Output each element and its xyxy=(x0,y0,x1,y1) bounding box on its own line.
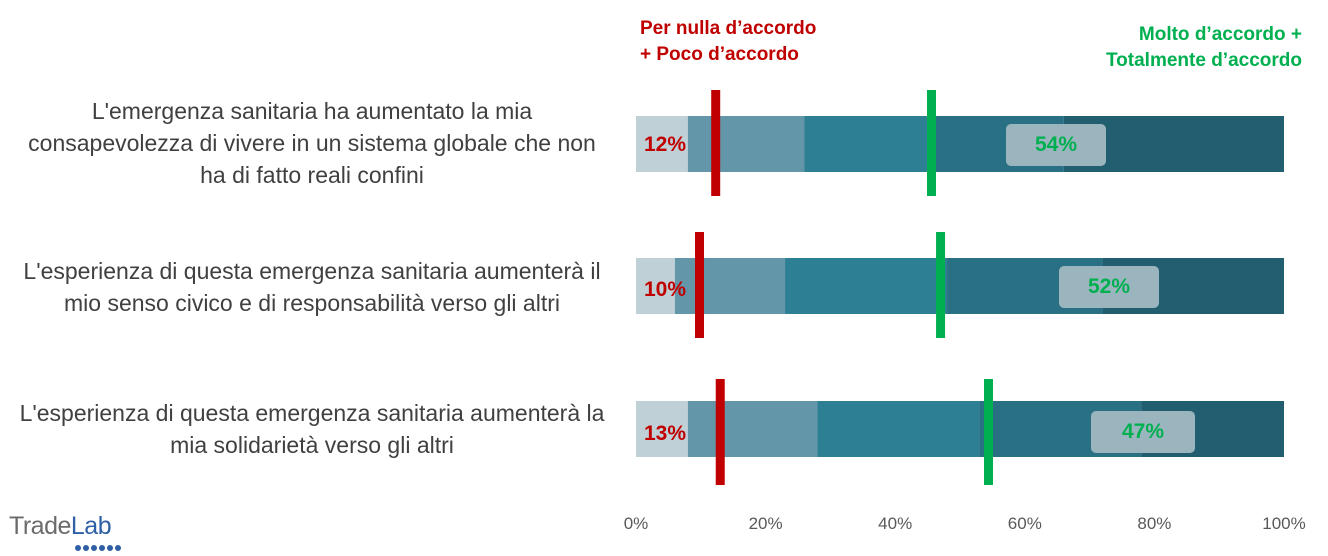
agree-marker-2 xyxy=(936,232,946,338)
x-tick-label-20: 20% xyxy=(748,514,783,533)
category-label-3: L'esperienza di questa emergenza sanitar… xyxy=(6,397,618,461)
disagree-label-3: 13% xyxy=(644,422,687,445)
x-tick-label-40: 40% xyxy=(878,514,913,533)
agree-marker-3 xyxy=(984,379,994,485)
category-label-1-line1: L'emergenza sanitaria ha aumentato la mi… xyxy=(91,98,533,124)
bar-segment-3-3 xyxy=(817,401,980,457)
agree-label-1: 54% xyxy=(1006,124,1106,166)
logo-dots-icon xyxy=(75,545,121,551)
tradelab-logo: TradeLab xyxy=(9,512,112,541)
x-tick-label-100: 100% xyxy=(1262,514,1306,533)
legend-agree-line1: Molto d’accordo + xyxy=(1138,24,1302,45)
agree-label-2: 52% xyxy=(1059,266,1159,308)
legend-disagree-line2: + Poco d’accordo xyxy=(640,44,799,65)
category-label-1-line2: consapevolezza di vivere in un sistema g… xyxy=(28,130,596,156)
bar-segment-3-2 xyxy=(687,401,818,457)
disagree-label-1: 12% xyxy=(644,133,687,156)
disagree-label-2: 10% xyxy=(644,278,687,301)
bar-segment-1-2 xyxy=(687,116,805,172)
category-label-1: L'emergenza sanitaria ha aumentato la mi… xyxy=(6,95,618,191)
bar-segment-1-3 xyxy=(804,116,935,172)
bar-segment-2-1 xyxy=(636,258,675,314)
category-label-1-line3: ha di fatto reali confini xyxy=(200,162,424,188)
category-label-3-line1: L'esperienza di questa emergenza sanitar… xyxy=(19,400,605,426)
bar-segment-3-1 xyxy=(636,401,688,457)
bar-segment-2-2 xyxy=(674,258,786,314)
logo-text-trade: Trade xyxy=(9,512,71,540)
legend-disagree-line1: Per nulla d’accordo xyxy=(640,18,817,39)
category-label-3-line2: mia solidarietà verso gli altri xyxy=(170,432,454,458)
category-label-2: L'esperienza di questa emergenza sanitar… xyxy=(6,255,618,319)
legend-disagree: Per nulla d’accordo + Poco d’accordo xyxy=(640,16,860,68)
legend-agree: Molto d’accordo + Totalmente d’accordo xyxy=(1042,22,1302,74)
agree-label-3: 47% xyxy=(1091,411,1195,453)
x-tick-label-80: 80% xyxy=(1137,514,1172,533)
agree-marker-1 xyxy=(926,90,936,196)
logo-text-lab: Lab xyxy=(70,512,112,540)
disagree-marker-3 xyxy=(715,379,725,485)
disagree-marker-1 xyxy=(711,90,721,196)
bar-segment-2-3 xyxy=(785,258,948,314)
category-label-2-line1: L'esperienza di questa emergenza sanitar… xyxy=(23,258,601,284)
legend-agree-line2: Totalmente d’accordo xyxy=(1105,50,1302,71)
x-tick-label-60: 60% xyxy=(1007,514,1042,533)
category-label-2-line2: mio senso civico e di responsabilità ver… xyxy=(64,290,560,316)
bar-segment-1-1 xyxy=(636,116,688,172)
disagree-marker-2 xyxy=(695,232,705,338)
x-tick-label-0: 0% xyxy=(623,514,649,533)
